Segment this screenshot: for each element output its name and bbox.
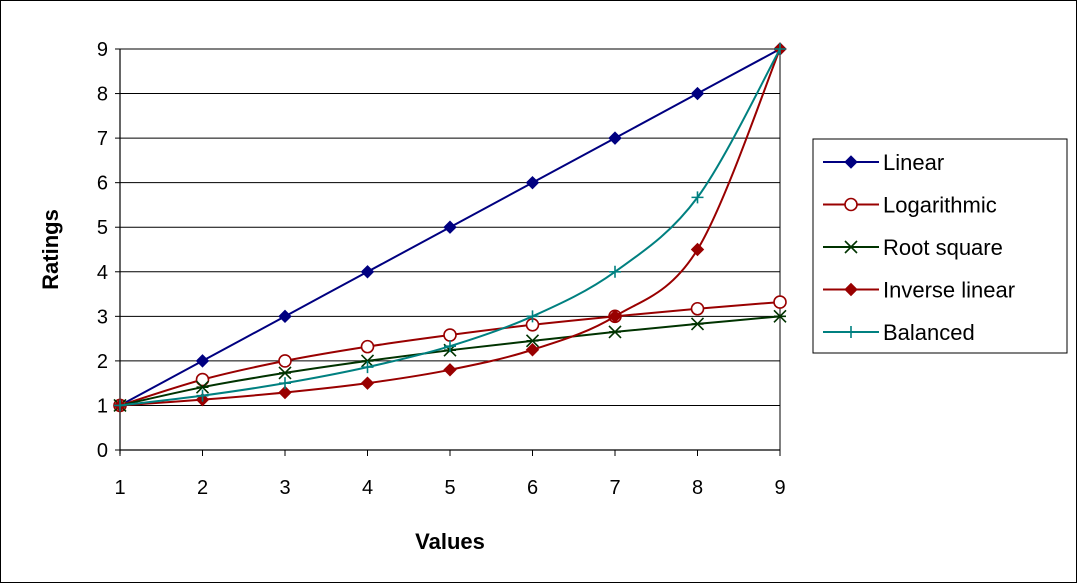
y-tick-label: 2 bbox=[97, 351, 108, 373]
data-point bbox=[360, 265, 375, 279]
series-layer bbox=[113, 42, 787, 413]
legend-label: Logarithmic bbox=[883, 193, 997, 218]
data-point bbox=[278, 309, 292, 324]
data-point bbox=[195, 380, 210, 394]
x-tick-label: 8 bbox=[692, 477, 703, 499]
legend-item: Root square bbox=[823, 235, 1003, 260]
x-tick-label: 7 bbox=[609, 477, 620, 499]
data-point bbox=[773, 309, 787, 323]
legend-label: Linear bbox=[883, 150, 944, 175]
legend-label: Root square bbox=[883, 235, 1003, 260]
data-point bbox=[690, 242, 705, 257]
data-point bbox=[525, 334, 540, 348]
y-tick-label: 1 bbox=[97, 395, 108, 417]
data-point bbox=[844, 155, 858, 169]
data-point bbox=[525, 175, 540, 190]
series-logarithmic bbox=[113, 295, 787, 413]
data-point bbox=[360, 354, 375, 368]
series-line bbox=[119, 301, 781, 407]
legend-item: Logarithmic bbox=[823, 193, 997, 218]
data-point bbox=[443, 328, 457, 342]
data-point bbox=[526, 310, 539, 323]
data-point bbox=[444, 340, 456, 353]
y-tick-label: 7 bbox=[97, 128, 108, 150]
legend-item: Balanced bbox=[823, 320, 975, 345]
y-tick-label: 4 bbox=[97, 262, 108, 284]
data-point bbox=[278, 385, 292, 400]
y-tick-label: 8 bbox=[97, 84, 108, 106]
data-point bbox=[360, 339, 375, 354]
data-point bbox=[195, 372, 210, 387]
data-point bbox=[360, 376, 375, 390]
data-point bbox=[690, 301, 705, 316]
data-point bbox=[690, 317, 705, 331]
plot-area bbox=[119, 48, 781, 451]
data-point bbox=[691, 191, 704, 204]
data-point bbox=[608, 131, 622, 145]
legend-item: Linear bbox=[823, 150, 944, 175]
data-point bbox=[844, 240, 858, 254]
data-point bbox=[609, 265, 621, 278]
data-point bbox=[844, 197, 858, 212]
y-tick-label: 9 bbox=[97, 39, 108, 61]
data-point bbox=[443, 220, 457, 234]
x-tick-label: 4 bbox=[362, 477, 373, 499]
data-point bbox=[525, 343, 540, 357]
y-tick-label: 0 bbox=[97, 440, 108, 462]
data-point bbox=[361, 361, 374, 374]
y-tick-label: 5 bbox=[97, 217, 108, 239]
legend-item: Inverse linear bbox=[823, 278, 1015, 303]
x-tick-label: 5 bbox=[444, 477, 455, 499]
data-point bbox=[608, 325, 622, 339]
x-tick-label: 3 bbox=[279, 477, 290, 499]
x-tick-label: 1 bbox=[114, 477, 125, 499]
data-point bbox=[278, 366, 292, 380]
data-point bbox=[195, 354, 210, 368]
data-point bbox=[443, 363, 457, 377]
x-axis-title: Values bbox=[415, 529, 485, 554]
data-point bbox=[774, 43, 786, 55]
legend-label: Inverse linear bbox=[883, 278, 1015, 303]
data-point bbox=[690, 86, 705, 101]
data-point bbox=[773, 295, 787, 309]
data-point bbox=[844, 282, 858, 297]
y-tick-label: 3 bbox=[97, 306, 108, 328]
data-point bbox=[279, 377, 291, 390]
data-point bbox=[114, 399, 126, 412]
x-tick-label: 9 bbox=[774, 477, 785, 499]
legend: Linear Logarithmic Root square Inverse line… bbox=[812, 138, 1068, 354]
x-tick-label: 2 bbox=[197, 477, 208, 499]
y-axis-title: Ratings bbox=[38, 209, 63, 290]
x-tick-label: 6 bbox=[527, 477, 538, 499]
legend-label: Balanced bbox=[883, 320, 975, 345]
data-point bbox=[196, 389, 209, 402]
data-point bbox=[278, 354, 292, 368]
gridlines bbox=[120, 93, 780, 406]
series-balanced bbox=[114, 43, 786, 412]
data-point bbox=[608, 309, 622, 324]
data-point bbox=[845, 326, 857, 338]
y-tick-label: 6 bbox=[97, 173, 108, 195]
